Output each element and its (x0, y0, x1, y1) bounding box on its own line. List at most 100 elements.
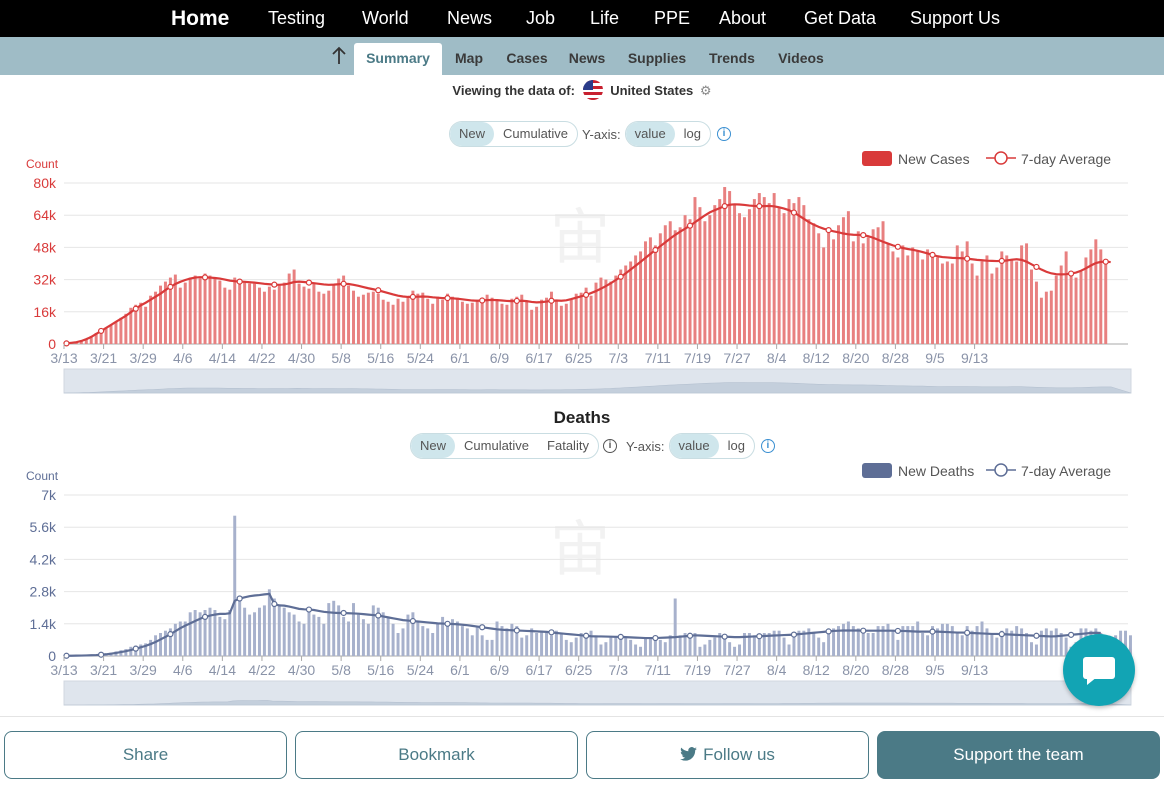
cases-avg-point (305, 279, 313, 286)
cases-mode-cumulative[interactable]: Cumulative (503, 126, 569, 141)
deaths-bar (386, 616, 390, 656)
nav-testing[interactable]: Testing (268, 8, 326, 28)
deaths-bar (955, 633, 959, 656)
deaths-avg-point (756, 633, 763, 640)
tab-trends[interactable]: Trends (709, 50, 755, 66)
deaths-bar (945, 623, 949, 656)
deaths-bar (911, 626, 915, 656)
deaths-avg-line (66, 592, 1101, 657)
deaths-bar (515, 626, 519, 656)
cases-bar (822, 247, 826, 344)
deaths-bar (549, 635, 553, 656)
deaths-bar (193, 610, 197, 656)
tab-map[interactable]: Map (455, 50, 483, 66)
cases-scale-log[interactable]: log (683, 126, 702, 141)
cases-bar (1059, 265, 1063, 344)
deaths-info-icon[interactable]: i (760, 439, 775, 453)
support-team-button[interactable]: Support the team (877, 731, 1160, 779)
deaths-bar (777, 630, 781, 656)
deaths-avg-point (167, 631, 174, 638)
cases-bar (248, 283, 252, 345)
deaths-bar (253, 612, 257, 656)
cases-xtick-label: 4/22 (248, 350, 275, 366)
cases-bar (569, 299, 573, 344)
deaths-avg-point (305, 606, 313, 613)
deaths-xtick-label: 9/5 (925, 662, 945, 678)
us-flag-icon (582, 80, 603, 100)
deaths-bar (950, 626, 954, 656)
cases-bar (985, 255, 989, 344)
deaths-mode-fatality[interactable]: Fatality (547, 438, 589, 453)
tab-supplies[interactable]: Supplies (627, 50, 687, 66)
deaths-avg-point (409, 617, 416, 625)
deaths-xtick-label: 5/8 (331, 662, 351, 678)
deaths-bar (723, 635, 727, 656)
follow-button[interactable]: Follow us (586, 731, 869, 779)
deaths-avg-point (132, 645, 139, 652)
cases-bar (139, 302, 143, 344)
cases-mode-new[interactable]: New (450, 122, 495, 146)
nav-about[interactable]: About (719, 8, 767, 28)
nav-ppe[interactable]: PPE (654, 8, 691, 28)
arrow-up-icon[interactable] (330, 45, 348, 67)
deaths-mode-new[interactable]: New (411, 434, 456, 458)
deaths-bar (713, 637, 717, 656)
cases-info-icon[interactable]: i (717, 127, 732, 141)
cases-avg-point (340, 280, 347, 287)
cases-bar (401, 301, 405, 344)
deaths-bar (188, 612, 192, 656)
cases-bar (94, 332, 98, 344)
deaths-bar (604, 642, 608, 656)
cases-bar (1074, 277, 1078, 344)
country-name[interactable]: United States (610, 83, 694, 98)
deaths-legend-bar-swatch (862, 463, 892, 478)
cases-bar (1025, 243, 1029, 345)
cases-bar (312, 283, 316, 345)
cases-bar (183, 282, 187, 344)
share-button[interactable]: Share (4, 731, 287, 779)
deaths-bar (347, 621, 351, 656)
deaths-bar (975, 626, 979, 656)
nav-world[interactable]: World (362, 8, 409, 28)
nav-news[interactable]: News (447, 8, 493, 28)
cases-bar (797, 197, 801, 344)
cases-bar (1000, 251, 1004, 344)
bookmark-button[interactable]: Bookmark (295, 731, 578, 779)
deaths-bar (1049, 630, 1053, 656)
cases-bar (698, 207, 702, 344)
cases-bar (84, 338, 88, 344)
nav-life[interactable]: Life (590, 8, 620, 28)
nav-home[interactable]: Home (171, 7, 230, 30)
deaths-bar (594, 635, 598, 656)
deaths-bar (178, 621, 182, 656)
cases-bar (777, 207, 781, 344)
tab-cases[interactable]: Cases (506, 50, 548, 66)
cases-bar (1034, 281, 1038, 344)
gear-icon[interactable]: ⚙ (699, 83, 712, 98)
cases-bar (1069, 273, 1073, 344)
deaths-bar (797, 630, 801, 656)
deaths-bar (223, 619, 227, 656)
tab-videos[interactable]: Videos (778, 50, 824, 66)
deaths-scale-log[interactable]: log (727, 438, 745, 453)
nav-job[interactable]: Job (526, 8, 556, 28)
chat-icon[interactable] (1063, 634, 1135, 706)
cases-bar (678, 227, 682, 344)
deaths-bar (163, 630, 167, 656)
nav-get-data[interactable]: Get Data (804, 8, 877, 28)
cases-bar (347, 285, 351, 344)
deaths-scale-value[interactable]: value (669, 434, 719, 458)
fatality-info-icon[interactable]: i (602, 439, 617, 453)
deaths-bar (832, 628, 836, 656)
deaths-bar (183, 621, 187, 656)
cases-bar (787, 199, 791, 344)
deaths-bar (688, 633, 692, 656)
deaths-mode-cumulative[interactable]: Cumulative (464, 438, 530, 453)
cases-scale-value[interactable]: value (625, 122, 675, 146)
deaths-bar (935, 628, 939, 656)
tab-summary[interactable]: Summary (354, 43, 442, 75)
nav-support-us[interactable]: Support Us (910, 8, 1001, 28)
cases-avg-point (790, 209, 798, 216)
tab-news[interactable]: News (568, 50, 606, 66)
cases-bar (1089, 249, 1093, 344)
